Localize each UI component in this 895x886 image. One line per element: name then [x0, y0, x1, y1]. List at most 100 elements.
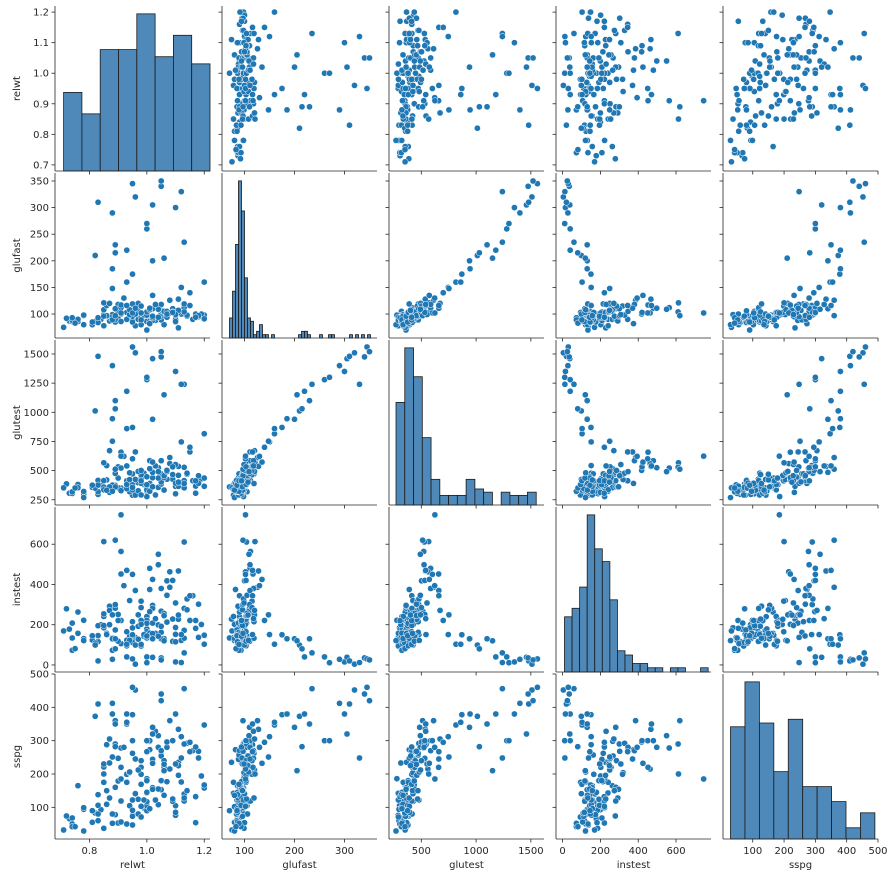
scatter-point [612, 723, 620, 731]
scatter-point [397, 759, 405, 767]
scatter-point [143, 373, 151, 381]
scatter-point [608, 143, 616, 150]
x-tick-label: 100 [743, 846, 762, 857]
scatter-point [143, 777, 151, 785]
scatter-point [111, 626, 119, 634]
x-tick-label: 100 [235, 846, 254, 857]
scatter-point [198, 772, 205, 780]
scatter-point [827, 567, 835, 574]
panel-glutest-vs-instest [552, 340, 711, 509]
scatter-point [192, 313, 199, 321]
scatter-point [829, 91, 836, 98]
scatter-point [744, 638, 752, 646]
scatter-point [663, 468, 670, 475]
scatter-point [149, 292, 156, 299]
scatter-point [566, 91, 574, 98]
scatter-point [137, 604, 145, 611]
scatter-point [298, 405, 306, 413]
scatter-point [588, 143, 596, 150]
y-tick-label: 0.7 [33, 160, 49, 171]
scatter-point [808, 538, 816, 546]
scatter-point [183, 787, 191, 795]
scatter-point [103, 800, 111, 808]
scatter-point [675, 770, 682, 778]
x-tick-label: 200 [591, 846, 610, 857]
scatter-point [729, 115, 737, 123]
scatter-point [404, 91, 412, 98]
hist-bar-glutest [430, 478, 441, 506]
scatter-point [765, 630, 772, 637]
scatter-point [425, 759, 433, 767]
scatter-point [830, 296, 838, 304]
scatter-point [249, 24, 256, 31]
hist-bar-glufast [256, 330, 260, 339]
scatter-point [665, 744, 673, 752]
scatter-point [516, 699, 524, 707]
x-tick-label: 400 [629, 846, 648, 857]
scatter-point [750, 309, 758, 317]
scatter-point [149, 415, 156, 423]
scatter-point [152, 301, 159, 308]
hist-bar-instest [632, 663, 641, 673]
scatter-point [172, 318, 179, 325]
scatter-point [399, 112, 407, 120]
hist-bar-glufast [265, 334, 269, 339]
scatter-point [610, 300, 618, 307]
scatter-point [534, 85, 541, 92]
scatter-point [402, 785, 410, 793]
scatter-point [146, 465, 154, 473]
scatter-point [392, 137, 400, 144]
scatter-point [251, 109, 258, 117]
hist-bar-glufast [367, 334, 371, 339]
scatter-point [166, 765, 174, 773]
scatter-point [192, 477, 199, 485]
scatter-point [638, 309, 646, 316]
scatter-point [143, 653, 151, 661]
scatter-point [606, 106, 614, 114]
scatter-point [408, 313, 416, 321]
scatter-point [200, 430, 208, 438]
scatter-point [109, 710, 116, 718]
scatter-point [458, 711, 466, 719]
scatter-point [748, 487, 755, 495]
hist-bar-instest [601, 561, 611, 673]
hist-bar-glutest [474, 488, 485, 506]
scatter-point [837, 106, 844, 114]
scatter-point [157, 690, 165, 698]
scatter-point [126, 597, 133, 604]
scatter-point [581, 51, 589, 59]
scatter-point [132, 476, 139, 483]
scatter-point [577, 82, 585, 89]
scatter-point [610, 735, 618, 743]
scatter-point [422, 91, 430, 98]
scatter-point [129, 618, 136, 626]
scatter-point [157, 622, 165, 630]
scatter-point [837, 91, 844, 98]
scatter-point [588, 39, 595, 47]
scatter-point [733, 91, 741, 98]
scatter-point [109, 209, 116, 217]
scatter-point [94, 810, 102, 818]
scatter-point [413, 36, 421, 43]
scatter-point [602, 301, 610, 308]
scatter-point [425, 770, 432, 778]
scatter-point [586, 807, 594, 815]
scatter-point [516, 209, 524, 217]
scatter-point [256, 582, 263, 590]
scatter-point [361, 690, 368, 698]
scatter-point [111, 397, 119, 404]
scatter-point [417, 766, 424, 774]
scatter-point [180, 238, 188, 246]
scatter-point [806, 313, 813, 321]
scatter-point [186, 302, 194, 309]
scatter-point [638, 42, 646, 50]
x-tick-label: 1.0 [139, 846, 155, 857]
scatter-point [250, 30, 258, 37]
scatter-point [246, 82, 254, 89]
scatter-point [505, 220, 513, 227]
scatter-point [186, 443, 194, 451]
panel-sspg-vs-relwt: 100 200 300 400 500 0.8 1.0 1.2 relwt sspg [12, 670, 212, 872]
scatter-point [849, 54, 857, 62]
scatter-point [117, 318, 125, 325]
scatter-point [612, 812, 619, 820]
